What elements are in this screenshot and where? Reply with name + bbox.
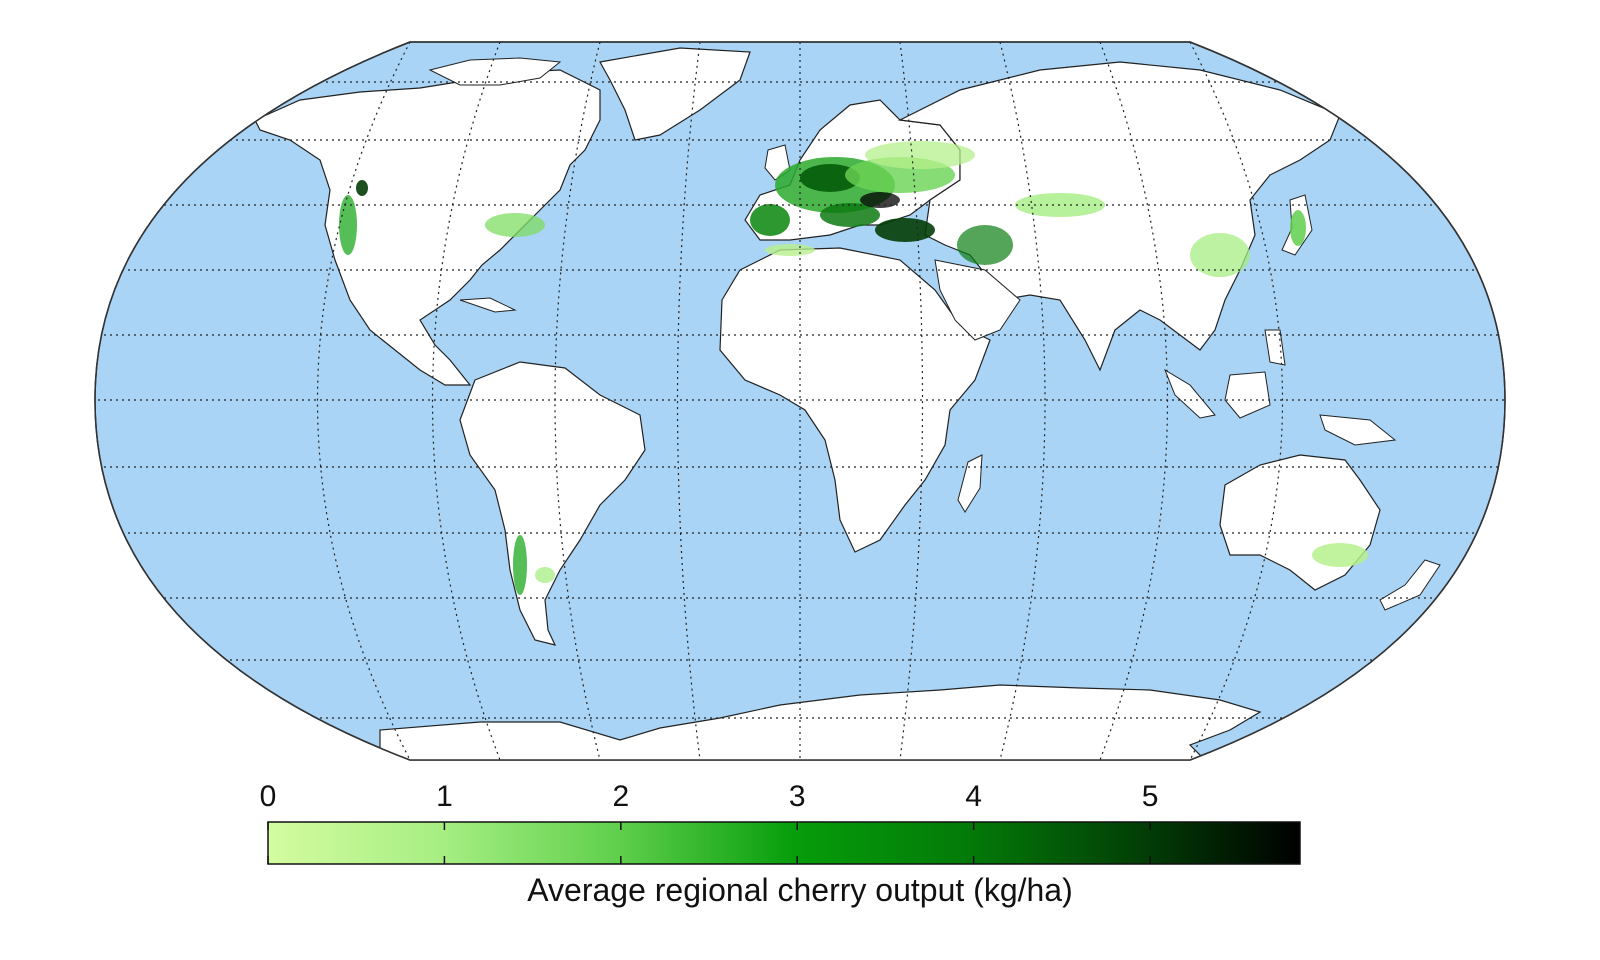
- legend-tick-label: 0: [259, 780, 277, 813]
- hotspot-chile: [513, 535, 527, 595]
- hotspot-iran: [957, 225, 1013, 265]
- hotspot-us-northwest: [356, 180, 368, 196]
- legend-tick-label: 2: [612, 780, 630, 813]
- graticule: [95, 42, 1505, 760]
- hotspot-china: [1190, 233, 1250, 277]
- legend-tick-label: 4: [965, 780, 982, 813]
- legend-tick-label: 5: [1141, 780, 1159, 813]
- hotspot-italy-balkans: [820, 203, 880, 227]
- hotspot-se-australia: [1312, 543, 1368, 567]
- sumatra: [1163, 368, 1216, 419]
- cuba: [459, 297, 517, 313]
- new-guinea: [1319, 414, 1397, 446]
- hotspot-japan: [1290, 210, 1306, 246]
- hotspot-central-europe: [800, 164, 860, 192]
- hotspot-argentina: [535, 567, 555, 583]
- legend-title: Average regional cherry output (kg/ha): [527, 872, 1073, 908]
- legend-tick-label: 1: [436, 780, 453, 813]
- legend-ticks: [267, 822, 1151, 864]
- legend-tick-label: 3: [788, 780, 806, 813]
- arctic-islands: [428, 57, 562, 86]
- philippines: [1264, 329, 1286, 366]
- hotspot-us-west: [339, 195, 357, 255]
- cherry-output-layer: [339, 141, 1368, 595]
- antarctica: [379, 684, 1262, 760]
- hotspot-north-africa: [765, 244, 815, 256]
- legend-colorbar: [267, 821, 1301, 865]
- hotspot-iberia: [750, 204, 790, 236]
- madagascar: [957, 454, 983, 513]
- hotspot-turkey: [875, 218, 935, 242]
- hotspot-russia: [865, 141, 975, 169]
- globe-outline: [94, 41, 1506, 761]
- borneo: [1224, 371, 1271, 419]
- south-america: [459, 361, 646, 646]
- hotspot-black-sea: [860, 192, 900, 208]
- greenland: [599, 47, 751, 141]
- hotspot-us-east: [485, 213, 545, 237]
